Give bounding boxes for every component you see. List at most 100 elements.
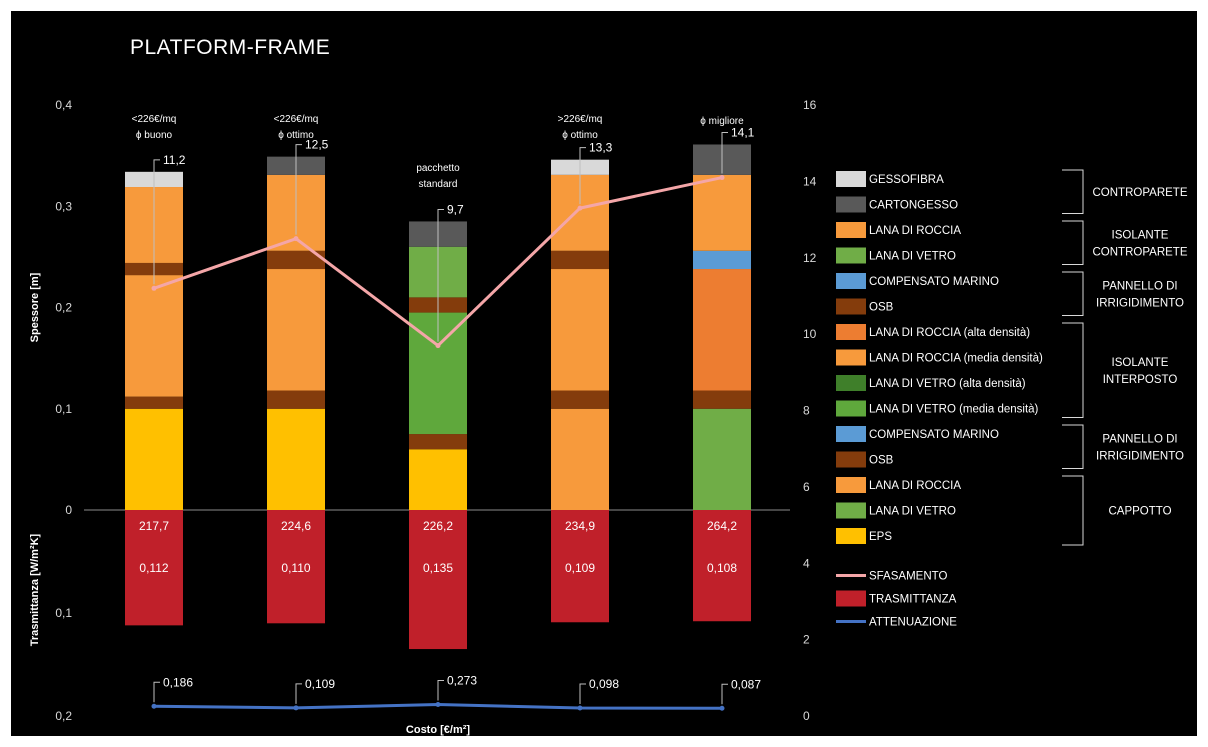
bar-segment [693, 174, 751, 251]
legend-group-label: CAPPOTTO [1108, 506, 1171, 518]
category-label: 226,2 [423, 519, 453, 533]
legend-swatch [836, 222, 866, 238]
sfasamento-point [293, 236, 299, 242]
trasmittanza-label: 0,135 [423, 561, 453, 575]
bar-annotation: pacchetto [416, 163, 460, 174]
y2-tick-label: 8 [803, 404, 810, 418]
y2-tick-label: 14 [803, 174, 817, 188]
trasmittanza-bar [693, 510, 751, 622]
attenuazione-data-label: 0,273 [447, 674, 477, 688]
legend-group-label: IRRIGIDIMENTO [1096, 297, 1184, 309]
y2-tick-label: 12 [803, 251, 817, 265]
legend-swatch [836, 477, 866, 493]
legend-swatch [836, 502, 866, 519]
sfasamento-data-label: 13,3 [589, 141, 613, 155]
legend-item-label: COMPENSATO MARINO [869, 429, 999, 441]
bar-segment [125, 396, 183, 409]
y2-tick-label: 6 [803, 480, 810, 494]
bar-segment [693, 408, 751, 510]
y2-tick-label: 10 [803, 327, 817, 341]
bar-annotation: ϕ buono [136, 130, 173, 141]
legend-item-label: EPS [869, 531, 892, 543]
attenuazione-data-label: 0,109 [305, 677, 335, 691]
attenuazione-data-label: 0,087 [731, 677, 761, 691]
legend-item-label: LANA DI VETRO (alta densità) [869, 378, 1026, 390]
bar-segment [267, 250, 325, 270]
legend-swatch [836, 375, 866, 391]
y-tick-label-top: 0,3 [55, 199, 72, 213]
sfasamento-leader [295, 144, 302, 235]
attenuazione-point [435, 702, 441, 708]
legend-swatch [836, 590, 866, 607]
bar-segment [125, 275, 183, 397]
legend-group-bracket [1062, 322, 1084, 418]
bar-segment [693, 390, 751, 409]
legend-item-label: COMPENSATO MARINO [869, 276, 999, 288]
y-tick-label-top: 0,2 [55, 301, 72, 315]
sfasamento-data-label: 12,5 [305, 138, 329, 152]
attenuazione-leader [579, 683, 586, 705]
bar-segment [551, 250, 609, 270]
bar-annotation: <226€/mq [274, 114, 319, 125]
bar-segment [551, 269, 609, 391]
legend-item-label: SFASAMENTO [869, 571, 947, 583]
sfasamento-leader [721, 131, 728, 174]
trasmittanza-bar [551, 510, 609, 623]
legend-swatch [836, 171, 866, 187]
bar-segment [409, 434, 467, 450]
attenuazione-leader [153, 681, 160, 703]
sfasamento-leader [153, 159, 160, 285]
legend-item-label: LANA DI ROCCIA (media densità) [869, 353, 1043, 365]
bar-segment [551, 408, 609, 510]
category-label: 234,9 [565, 519, 595, 533]
legend-swatch [836, 273, 866, 289]
sfasamento-data-label: 11,2 [163, 153, 186, 167]
legend-swatch [836, 400, 866, 417]
y2-tick-label: 2 [803, 633, 810, 647]
legend-item-label: GESSOFIBRA [869, 174, 944, 186]
legend-item-label: LANA DI ROCCIA (alta densità) [869, 327, 1030, 339]
trasmittanza-bar [125, 510, 183, 626]
legend-item-label: OSB [869, 455, 894, 467]
sfasamento-leader [579, 147, 586, 205]
trasmittanza-bar [409, 510, 467, 650]
attenuazione-point [293, 705, 299, 711]
legend-item-label: ATTENUAZIONE [869, 617, 957, 629]
attenuazione-point [151, 703, 157, 709]
bar-annotation: ϕ ottimo [278, 130, 314, 141]
bar-segment [125, 408, 183, 510]
legend-item-label: OSB [869, 302, 894, 314]
y2-tick-label: 16 [803, 98, 817, 112]
legend-group-label: IRRIGIDIMENTO [1096, 450, 1184, 462]
bar-annotation: <226€/mq [132, 114, 177, 125]
bar-segment [267, 408, 325, 510]
trasmittanza-label: 0,112 [139, 561, 168, 575]
legend-swatch [836, 349, 866, 366]
sfasamento-point [577, 205, 583, 211]
sfasamento-data-label: 9,7 [447, 202, 464, 216]
legend-group-label: PANNELLO DI [1102, 280, 1177, 292]
attenuazione-leader [295, 683, 302, 704]
legend-swatch [836, 324, 866, 340]
sfasamento-point [435, 343, 441, 349]
legend-group-bracket [1062, 220, 1084, 265]
trasmittanza-label: 0,108 [707, 561, 737, 575]
legend-item-label: LANA DI VETRO [869, 506, 956, 518]
y-axis-title-top: Spessore [m] [29, 272, 41, 342]
legend-swatch [836, 451, 866, 468]
legend-group-bracket [1062, 424, 1084, 469]
category-label: 224,6 [281, 519, 311, 533]
legend-item-label: LANA DI ROCCIA [869, 480, 961, 492]
legend-group-label: ISOLANTE [1112, 357, 1169, 369]
y-axis-title-bottom: Trasmittanza [W/m²K] [29, 533, 41, 646]
bar-segment [409, 449, 467, 510]
y2-tick-label: 4 [803, 556, 810, 570]
y-tick-label-bottom: 0,2 [55, 709, 72, 723]
bar-segment [551, 390, 609, 409]
bar-segment [267, 269, 325, 391]
legend-item-label: LANA DI ROCCIA [869, 225, 961, 237]
sfasamento-data-label: 14,1 [731, 125, 755, 139]
sfasamento-leader [437, 208, 444, 342]
